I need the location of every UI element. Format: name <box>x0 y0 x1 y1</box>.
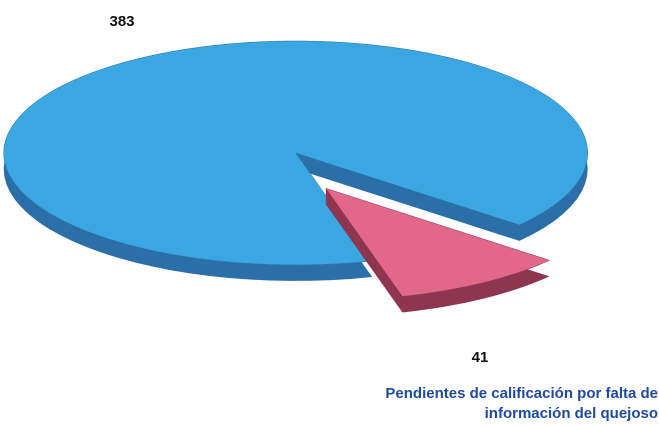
value-label: 383 <box>109 13 134 30</box>
slice <box>325 187 551 297</box>
slice <box>3 40 588 266</box>
value-label: 41 <box>472 349 489 366</box>
category-label: Pendientes de calificación por falta de … <box>385 385 658 422</box>
